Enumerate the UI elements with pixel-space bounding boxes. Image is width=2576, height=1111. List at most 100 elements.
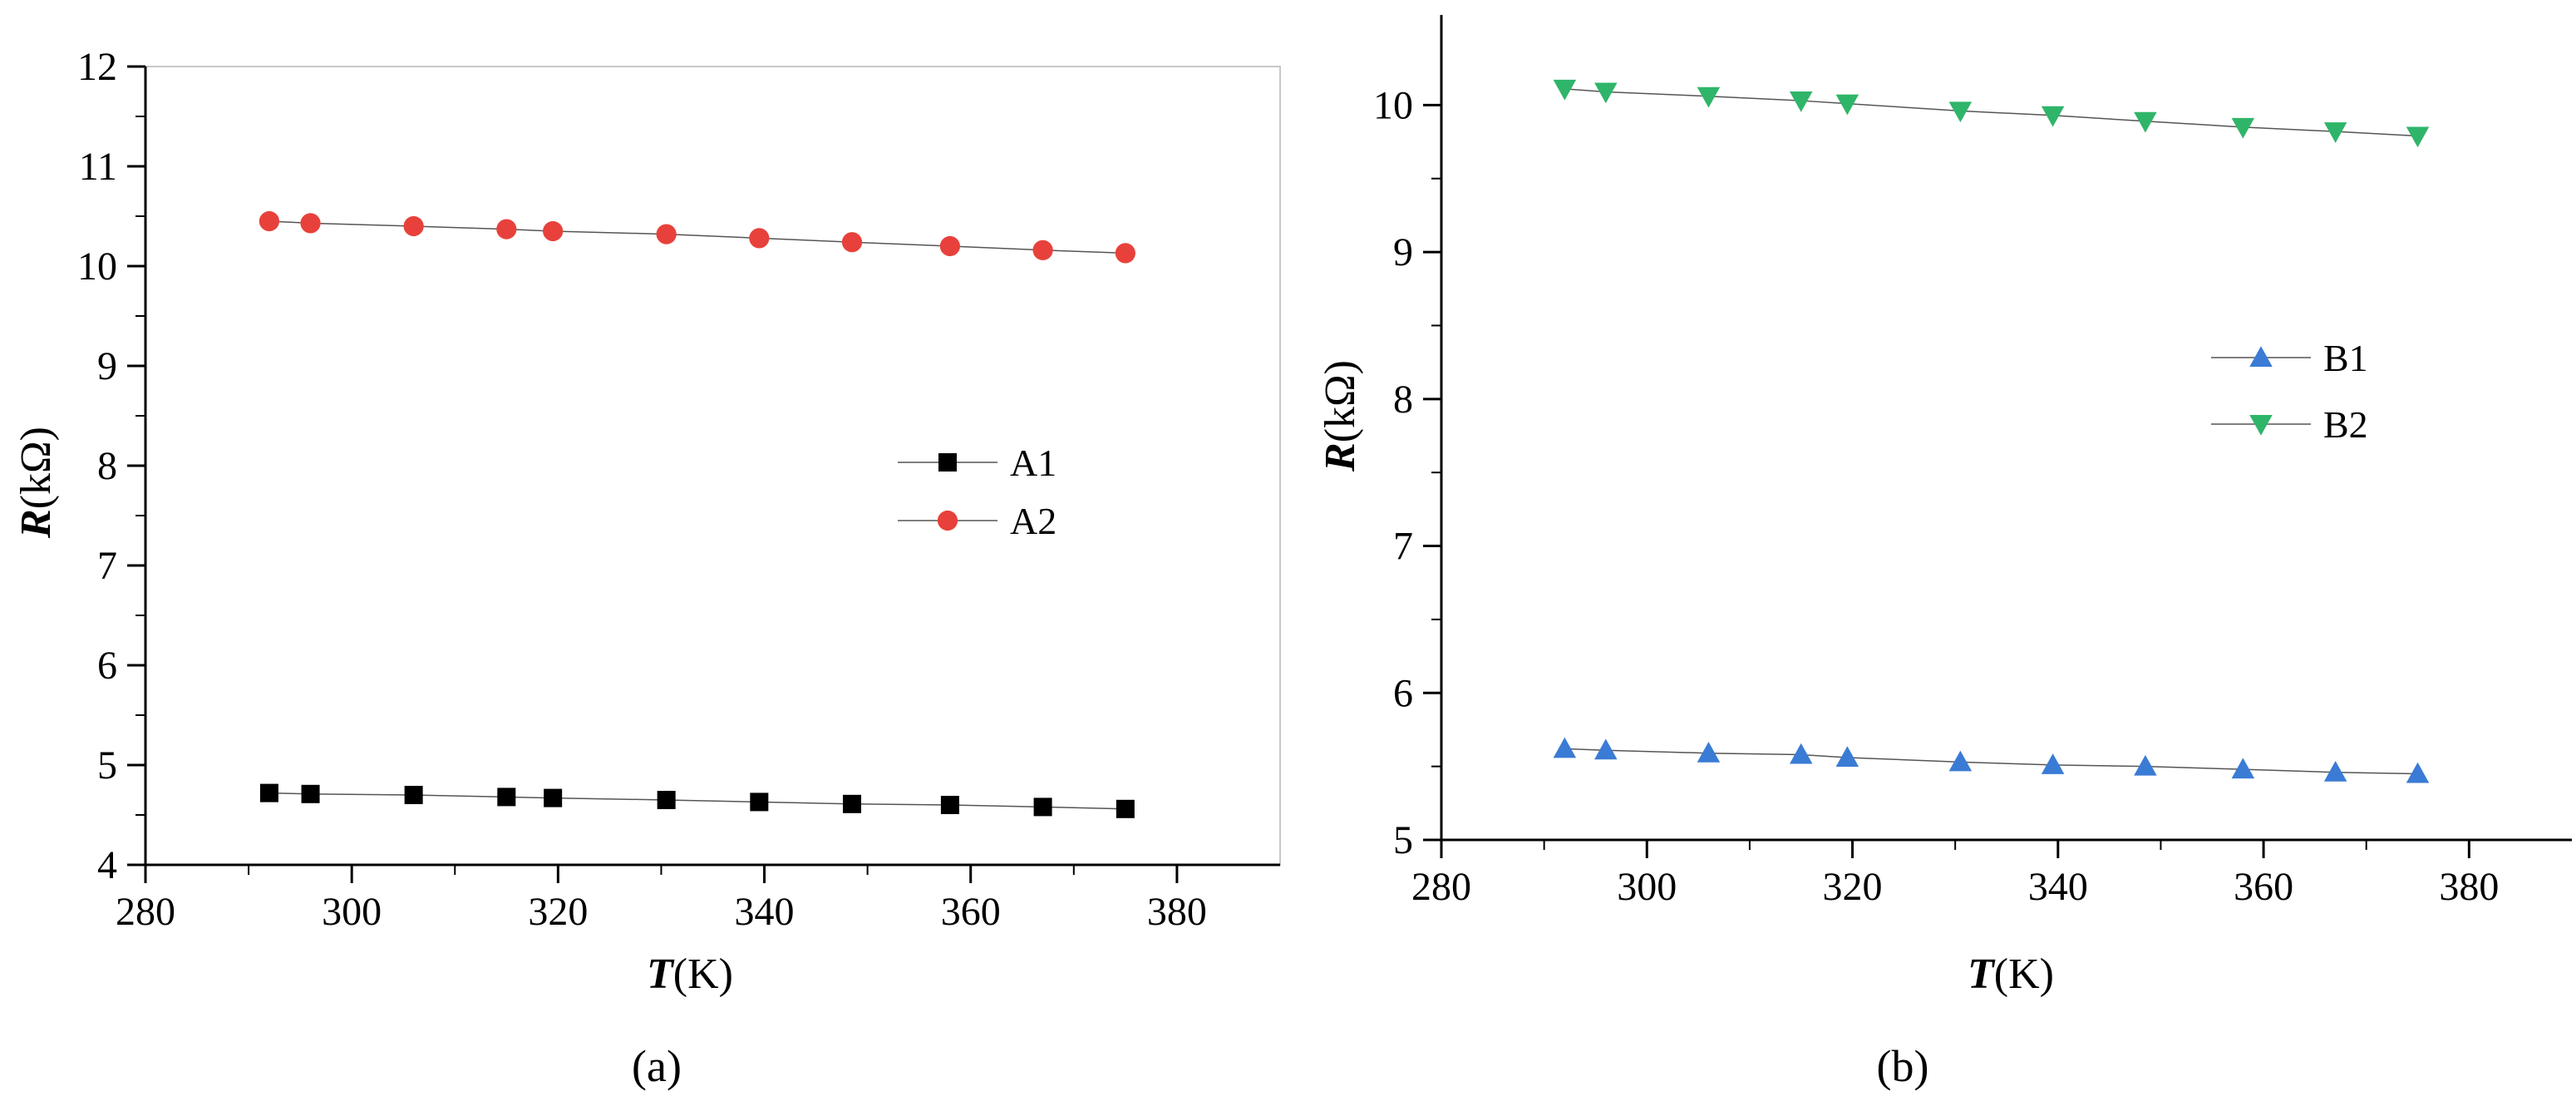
chart-b-series-b1-point [2231, 758, 2255, 779]
chart-a-series-a1-point [843, 794, 862, 813]
chart-a-y-tick-label: 6 [97, 644, 117, 688]
chart-b-series-b2-point [2406, 126, 2430, 148]
chart-b-y-axis-symbol: R [1317, 442, 1364, 472]
chart-a-y-tick-label: 10 [77, 244, 117, 289]
chart-b-y-axis-title: R(kΩ) [1317, 360, 1364, 472]
chart-b-series-b1-point [2323, 760, 2347, 782]
chart-b-series-b2-point [2231, 117, 2255, 139]
chart-a-series-a2-point [656, 224, 677, 244]
chart-a-y-tick-label: 12 [77, 45, 117, 89]
chart-b-series-b2-point [1553, 79, 1577, 101]
chart-a-legend-marker-a2 [937, 510, 958, 531]
chart-a-svg: 280 300 320 340 360 380 4 5 6 7 8 9 10 11 12 A1 A2 R(kΩ)… [12, 45, 1281, 1091]
chart-a-x-axis-title: T(K) [647, 951, 733, 998]
chart-a-x-axis-unit: (K) [673, 951, 733, 998]
chart-a-series-a1-point [404, 786, 423, 804]
chart-a-panel-label: (a) [632, 1041, 682, 1091]
chart-a-y-tick-label: 9 [97, 344, 117, 388]
chart-a-series-a1-point [544, 788, 563, 807]
chart-b-series-b1-point [1697, 741, 1721, 763]
chart-a-x-tick-label: 320 [528, 890, 588, 934]
chart-a-legend-label-a1: A1 [1010, 442, 1057, 484]
chart-b-legend-marker-b1 [2249, 346, 2273, 367]
chart-b-series-b2-point [2134, 111, 2157, 133]
chart-b-series-b2-point [1948, 101, 1973, 123]
chart-b-series-b2-point [1697, 86, 1721, 108]
chart-b-legend-marker-b2 [2249, 415, 2273, 436]
chart-b-y-tick-label: 5 [1393, 818, 1413, 862]
chart-panel-a: 280 300 320 340 360 380 4 5 6 7 8 9 10 11 12 A1 A2 R(kΩ)… [0, 0, 1288, 1107]
chart-a-series-a2-point [300, 213, 321, 234]
chart-a-series-a2-point [1032, 239, 1053, 260]
chart-a-series-a1-point [497, 788, 516, 807]
chart-a-x-tick-label: 360 [941, 890, 1001, 934]
chart-a-x-axis-symbol: T [647, 951, 675, 998]
chart-a-series-a2-point [496, 219, 517, 239]
chart-b-x-axis-unit: (K) [1994, 951, 2054, 998]
chart-a-legend-marker-a1 [938, 453, 957, 472]
chart-a-x-tick-label: 340 [735, 890, 795, 934]
chart-a-series-a1-point [1033, 797, 1052, 817]
chart-a-y-tick-label: 4 [97, 843, 117, 887]
chart-a-series-a2-line [268, 220, 1125, 254]
chart-a-y-tick-label: 8 [97, 444, 117, 488]
chart-b-x-tick-label: 360 [2234, 865, 2293, 909]
chart-b-series-b1-point [1789, 743, 1813, 764]
chart-b-series-b1-line [1564, 748, 2418, 775]
chart-b-series-b2-point [2041, 106, 2065, 127]
chart-b-series-b2-point [1594, 82, 1618, 104]
chart-a-y-axis-title: R(kΩ) [12, 427, 60, 539]
chart-b-y-tick-label: 7 [1393, 525, 1413, 569]
chart-b-plot-area: 280 300 320 340 360 380 5 6 7 8 9 10 B1 B2 [1373, 15, 2572, 909]
chart-a-series-a1-point [301, 784, 320, 803]
chart-b-series-b2-line [1564, 88, 2418, 137]
chart-b-series-b1-point [1835, 746, 1859, 768]
chart-a-series-a1-point [1116, 799, 1135, 818]
chart-b-y-tick-label: 9 [1393, 230, 1413, 274]
chart-b-x-tick-label: 300 [1617, 865, 1677, 909]
chart-a-y-tick-label: 5 [97, 743, 117, 788]
chart-b-legend-label-b2: B2 [2323, 403, 2368, 446]
chart-b-series-b1-point [2134, 754, 2157, 776]
chart-b-x-tick-label: 340 [2028, 865, 2088, 909]
chart-a-y-tick-label: 11 [79, 145, 117, 189]
chart-a-frame [145, 66, 1281, 866]
chart-a-series-a1-line [268, 792, 1125, 810]
chart-b-x-axis-title: T(K) [1968, 951, 2054, 998]
chart-b-panel-label: (b) [1877, 1041, 1929, 1091]
chart-b-series-b2-point [2323, 122, 2347, 143]
chart-b-svg: 280 300 320 340 360 380 5 6 7 8 9 10 B1 B2 R(kΩ) T(K)… [1317, 15, 2572, 1091]
chart-b-series-b1-point [2406, 762, 2430, 783]
chart-a-series-a2-point [543, 220, 564, 242]
chart-a-legend-label-a2: A2 [1010, 500, 1057, 542]
chart-panel-b: 280 300 320 340 360 380 5 6 7 8 9 10 B1 B2 R(kΩ) T(K)… [1288, 0, 2576, 1107]
chart-a-x-tick-label: 280 [116, 890, 175, 934]
chart-a-x-tick-label: 300 [322, 890, 382, 934]
chart-a-series-a2-point [259, 210, 280, 232]
chart-b-series-b1-point [1948, 750, 1973, 772]
chart-b-x-tick-label: 320 [1823, 865, 1883, 909]
chart-a-x-tick-label: 380 [1147, 890, 1207, 934]
chart-a-plot-area: 280 300 320 340 360 380 4 5 6 7 8 9 10 11 12 A1 A2 [77, 45, 1281, 934]
chart-a-y-tick-label: 7 [97, 544, 117, 588]
chart-b-y-axis-unit: (kΩ) [1317, 360, 1364, 442]
chart-b-series-b2-point [1789, 91, 1813, 112]
chart-a-series-a2-point [403, 215, 424, 237]
chart-b-series-b1-point [2041, 753, 2065, 774]
chart-b-legend-label-b1: B1 [2323, 337, 2368, 379]
chart-b-y-tick-label: 10 [1373, 83, 1413, 127]
chart-b-series-b2-point [1835, 94, 1859, 116]
chart-a-y-axis-unit: (kΩ) [12, 427, 60, 509]
chart-a-series-a2-point [841, 232, 863, 253]
chart-a-series-a1-point [750, 793, 769, 812]
chart-b-series-b1-point [1553, 737, 1577, 758]
chart-a-series-a2-point [939, 235, 961, 257]
chart-a-series-a1-point [259, 783, 278, 802]
chart-a-series-a1-point [657, 791, 676, 809]
chart-b-y-tick-label: 8 [1393, 378, 1413, 422]
chart-b-x-tick-label: 380 [2439, 865, 2499, 909]
chart-b-series-b1-point [1594, 738, 1618, 760]
chart-a-y-axis-symbol: R [12, 509, 60, 539]
chart-b-x-axis-symbol: T [1968, 951, 1996, 998]
chart-b-x-tick-label: 280 [1411, 865, 1471, 909]
